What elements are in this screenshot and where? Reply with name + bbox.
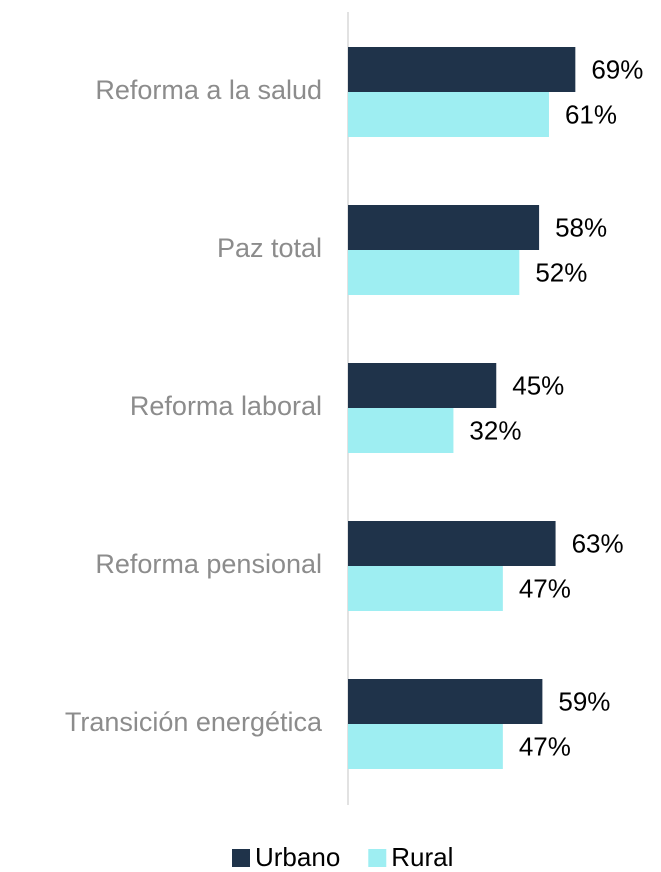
bar	[348, 566, 503, 611]
legend-swatch	[232, 849, 250, 867]
value-label: 47%	[519, 731, 571, 761]
value-label: 59%	[558, 686, 610, 716]
category-label: Reforma a la salud	[95, 75, 322, 105]
bar	[348, 92, 549, 137]
value-label: 63%	[572, 528, 624, 558]
legend-swatch	[368, 849, 387, 867]
value-label: 69%	[591, 54, 643, 84]
bar	[348, 205, 540, 250]
bar	[348, 679, 543, 724]
bar	[348, 47, 576, 92]
bar	[348, 408, 454, 453]
value-label: 45%	[512, 370, 564, 400]
value-label: 58%	[555, 212, 607, 242]
category-label: Transición energética	[65, 707, 323, 737]
value-label: 47%	[519, 573, 571, 603]
value-label: 32%	[469, 415, 521, 445]
bar	[348, 724, 503, 769]
legend-label: Rural	[391, 842, 453, 872]
value-label: 61%	[565, 99, 617, 129]
bar	[348, 250, 520, 295]
value-label: 52%	[535, 257, 587, 287]
category-label: Reforma laboral	[130, 391, 322, 421]
legend-label: Urbano	[255, 842, 340, 872]
bar	[348, 363, 497, 408]
category-label: Reforma pensional	[95, 549, 322, 579]
bar	[348, 521, 556, 566]
category-label: Paz total	[217, 233, 322, 263]
